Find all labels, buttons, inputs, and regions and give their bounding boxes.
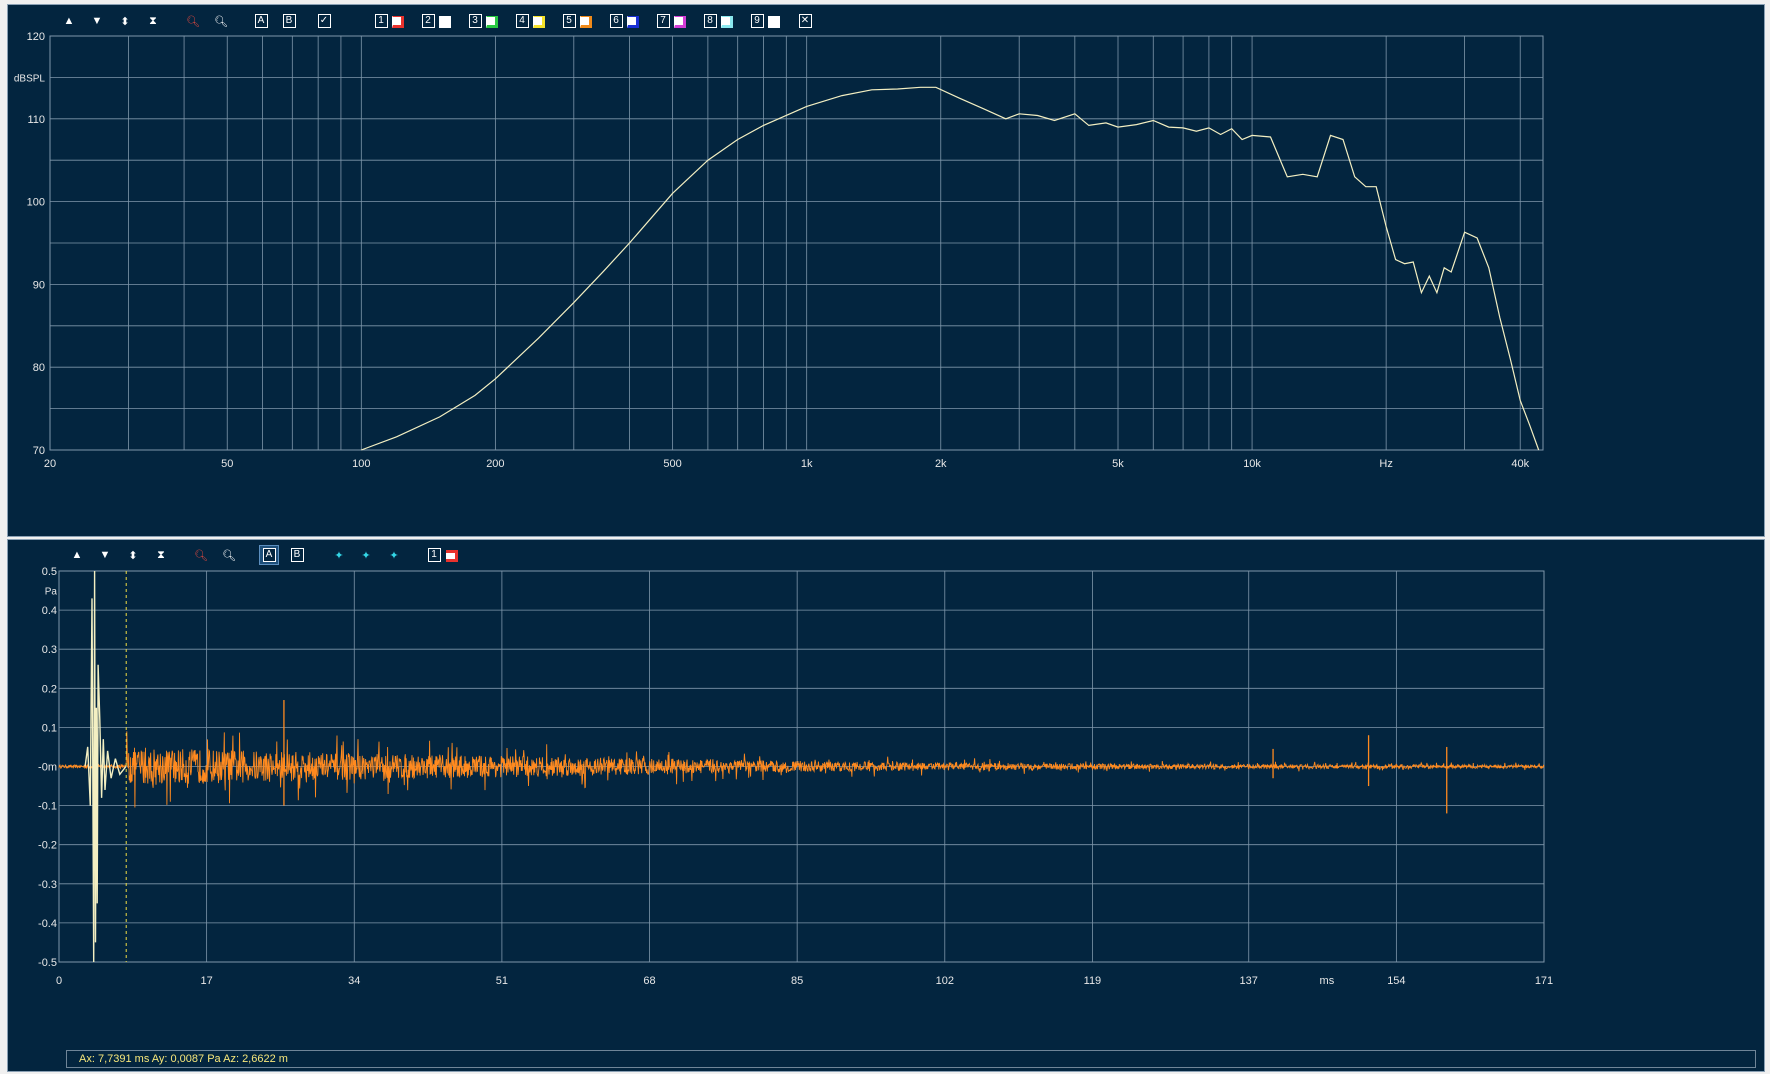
x-tick-label: 1k (801, 458, 813, 470)
channel-6-button[interactable]: 6 (607, 12, 625, 30)
channel-5-button[interactable]: 5 (560, 12, 578, 30)
top-toolbar: ▲ ▼ ⬍ ⧗ 🔍︎ 🔍︎ A B ✓ 1 2 3 4 5 6 7 8 9 ✕ (8, 5, 1764, 35)
cursor-b-button[interactable]: B (288, 546, 306, 564)
x-tick-label: 40k (1511, 458, 1529, 470)
x-tick-label: 137 (1240, 975, 1258, 987)
y-tick-label: -0.1 (38, 801, 57, 813)
channel-2-color-swatch[interactable] (439, 16, 451, 28)
y-tick-label: -0m (38, 762, 57, 774)
y-tick-label: 100 (27, 197, 45, 209)
x-tick-label: 171 (1535, 975, 1553, 987)
channel-1-button[interactable]: 1 (372, 12, 390, 30)
y-axis-label: Pa (45, 587, 58, 598)
channel-9-button[interactable]: 9 (748, 12, 766, 30)
expand-vertical-icon[interactable]: ⬍ (120, 15, 130, 28)
x-tick-label: 20 (44, 458, 56, 470)
channel-5-color-swatch[interactable] (580, 16, 592, 28)
y-tick-label: 0.1 (42, 722, 57, 734)
x-tick-label: 100 (352, 458, 370, 470)
y-tick-label: 0.4 (42, 605, 57, 617)
channel-8-button[interactable]: 8 (701, 12, 719, 30)
checkbox-icon[interactable]: ✓ (315, 12, 333, 30)
channel-9-color-swatch[interactable] (768, 16, 780, 28)
channel-4-color-swatch[interactable] (533, 16, 545, 28)
cursor-b-button[interactable]: B (280, 12, 298, 30)
frequency-response-panel: ▲ ▼ ⬍ ⧗ 🔍︎ 🔍︎ A B ✓ 1 2 3 4 5 6 7 8 9 ✕ 120 110 100… (7, 4, 1765, 537)
y-tick-label: -0.3 (38, 879, 57, 891)
x-unit-label: ms (1320, 975, 1335, 987)
zoom-out-icon[interactable]: 🔍︎ (214, 15, 228, 28)
channel-1-button[interactable]: 1 (425, 546, 443, 564)
channel-7-button[interactable]: 7 (654, 12, 672, 30)
channel-1-color-swatch[interactable] (392, 16, 404, 28)
bottom-toolbar: ▲ ▼ ⬍ ⧗ 🔍︎ 🔍︎ A B ✦ ✦ ✦ 1 (8, 540, 1764, 570)
marker-center-icon[interactable]: ✦ (361, 549, 371, 562)
cursor-a-button[interactable]: A (252, 12, 270, 30)
x-tick-label: 68 (643, 975, 655, 987)
y-axis-label: dBSPL (14, 73, 46, 84)
cursor-a-button[interactable]: A (259, 545, 279, 565)
x-tick-label: 0 (56, 975, 62, 987)
channel-7-color-swatch[interactable] (674, 16, 686, 28)
x-tick-label: 2k (935, 458, 947, 470)
zoom-in-icon[interactable]: 🔍︎ (194, 549, 208, 562)
channel-2-button[interactable]: 2 (419, 12, 437, 30)
zoom-in-icon[interactable]: 🔍︎ (186, 15, 200, 28)
channel-3-button[interactable]: 3 (466, 12, 484, 30)
down-arrow-icon[interactable]: ▼ (91, 15, 103, 27)
y-tick-label: 90 (33, 279, 45, 291)
y-tick-label: 120 (27, 31, 45, 43)
down-arrow-icon[interactable]: ▼ (99, 549, 111, 561)
close-icon[interactable]: ✕ (796, 12, 814, 30)
up-arrow-icon[interactable]: ▲ (63, 15, 75, 27)
x-tick-label: 102 (936, 975, 954, 987)
x-tick-label: 10k (1243, 458, 1261, 470)
up-arrow-icon[interactable]: ▲ (71, 549, 83, 561)
x-tick-label: 119 (1084, 975, 1102, 987)
channel-8-color-swatch[interactable] (721, 16, 733, 28)
zoom-out-icon[interactable]: 🔍︎ (222, 549, 236, 562)
y-tick-label: -0.4 (38, 918, 57, 930)
channel-6-color-swatch[interactable] (627, 16, 639, 28)
y-tick-label: -0.2 (38, 840, 57, 852)
x-unit-label: Hz (1379, 458, 1392, 470)
compress-vertical-icon[interactable]: ⧗ (149, 14, 157, 27)
y-tick-label: 80 (33, 362, 45, 374)
y-tick-label: 0.2 (42, 683, 57, 695)
y-tick-label: 0.5 (42, 566, 57, 578)
compress-vertical-icon[interactable]: ⧗ (157, 548, 165, 561)
frequency-response-curve (361, 86, 1540, 451)
impulse-response-chart: 0.5 0.4 0.3 0.2 0.1 -0m -0.1 -0.2 -0.3 -0.4 -0.5 Pa… (38, 566, 1553, 987)
x-tick-label: 51 (496, 975, 508, 987)
cursor-readout: Ax: 7,7391 ms Ay: 0,0087 Pa Az: 2,6622 m (66, 1050, 1756, 1068)
x-tick-label: 154 (1387, 975, 1405, 987)
channel-4-button[interactable]: 4 (513, 12, 531, 30)
channel-1-color-swatch[interactable] (446, 550, 458, 562)
x-tick-label: 500 (663, 458, 681, 470)
x-tick-label: 50 (221, 458, 233, 470)
y-tick-label: 70 (33, 445, 45, 457)
x-tick-label: 200 (486, 458, 504, 470)
y-tick-label: 110 (27, 114, 45, 126)
x-tick-label: 85 (791, 975, 803, 987)
impulse-response-panel: ▲ ▼ ⬍ ⧗ 🔍︎ 🔍︎ A B ✦ ✦ ✦ 1 0.5 0.4 0.3 0.2 0.… (7, 539, 1765, 1072)
marker-right-icon[interactable]: ✦ (389, 549, 399, 562)
channel-3-color-swatch[interactable] (486, 16, 498, 28)
impulse-tail-trace (58, 731, 1545, 808)
impulse-main-peak (84, 570, 127, 963)
y-tick-label: 0.3 (42, 644, 57, 656)
expand-vertical-icon[interactable]: ⬍ (128, 549, 138, 562)
marker-left-icon[interactable]: ✦ (334, 549, 344, 562)
x-tick-label: 34 (348, 975, 360, 987)
x-tick-label: 5k (1112, 458, 1124, 470)
y-tick-label: -0.5 (38, 957, 57, 969)
frequency-response-chart: 120 110 100 90 80 70 dBSPL 20 50 100 200 500 1k 2k 5k 1… (14, 31, 1544, 470)
x-tick-label: 17 (201, 975, 213, 987)
